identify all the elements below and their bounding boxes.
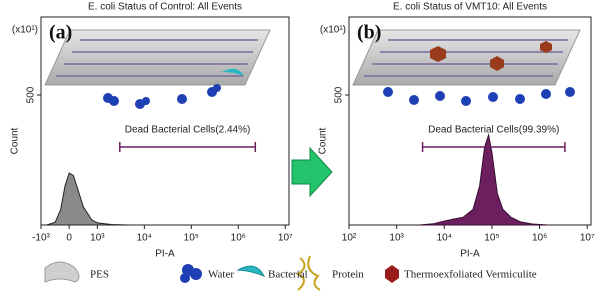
y-tick-label: 500 — [334, 86, 345, 103]
x-tick-label: 10⁵ — [184, 233, 199, 244]
y-multiplier: (x10¹) — [320, 25, 346, 36]
x-tick-label: -10³ — [32, 233, 50, 244]
legend-label: Water — [208, 269, 234, 281]
membrane-illustration-a — [44, 29, 271, 109]
x-tick-label: 10³ — [389, 233, 404, 244]
x-tick-label: 0 — [66, 233, 72, 244]
legend-label: Protein — [332, 269, 364, 281]
membrane-illustration-b — [352, 29, 581, 106]
x-tick-label: 10³ — [90, 233, 105, 244]
legend-label: Thermoexfoliated Vermiculite — [404, 269, 537, 281]
y-axis-label: Count — [318, 127, 329, 154]
chart-title: E. coli Status of Control: All Events — [88, 2, 242, 13]
plot-frame — [40, 16, 290, 226]
histogram-area — [419, 133, 549, 226]
x-axis-label: PI-A — [155, 249, 175, 260]
chart-title: E. coli Status of VMT10: All Events — [393, 2, 547, 13]
x-tick-label: 10⁶ — [231, 233, 246, 244]
x-tick-label: 10⁷ — [278, 233, 293, 244]
x-tick-label: 10⁵ — [484, 233, 499, 244]
gate-label: Dead Bacterial Cells(99.39%) — [428, 125, 559, 136]
legend-icons — [44, 255, 399, 291]
panel-label: (b) — [357, 22, 381, 44]
x-tick-label: 10⁶ — [532, 233, 547, 244]
x-tick-label: 10⁴ — [437, 233, 452, 244]
y-axis-label: Count — [10, 127, 21, 154]
arrow — [291, 146, 333, 198]
panel-label: (a) — [49, 22, 72, 44]
x-axis-label: PI-A — [460, 249, 480, 260]
x-tick-label: 10² — [342, 233, 357, 244]
x-tick-label: 10⁷ — [580, 233, 595, 244]
legend-label: Bacterial — [268, 269, 308, 281]
gate-label: Dead Bacterial Cells(2.44%) — [125, 125, 251, 136]
y-multiplier: (x10¹) — [12, 25, 38, 36]
y-tick-label: 500 — [26, 86, 37, 103]
legend-label: PES — [90, 269, 109, 281]
x-tick-label: 10⁴ — [137, 233, 152, 244]
histogram-area — [46, 172, 131, 226]
